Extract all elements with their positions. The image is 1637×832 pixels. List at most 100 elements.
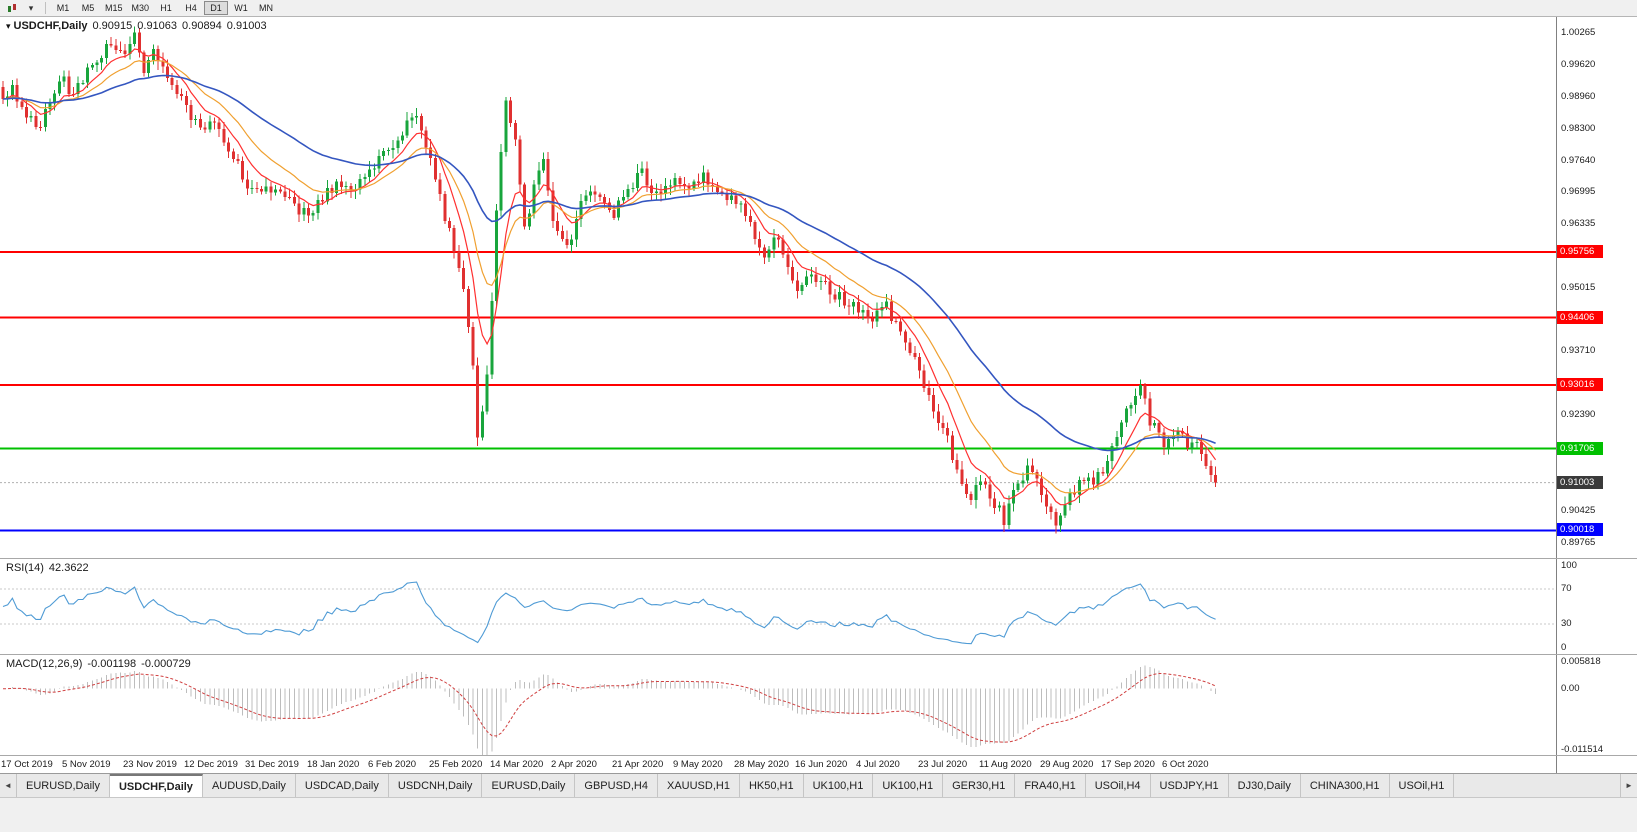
- price-badge-resistance-2: 0.94406: [1557, 311, 1603, 324]
- price-axis-label: 0.98300: [1561, 123, 1596, 134]
- ohlc-open: 0.90915: [92, 20, 133, 32]
- chart-tab-china300-h1[interactable]: CHINA300,H1: [1300, 774, 1390, 797]
- ma-line-17: [2, 59, 1216, 494]
- rsi-axis[interactable]: 100 70 30 0: [1556, 559, 1637, 654]
- chart-tab-usdjpy-h1[interactable]: USDJPY,H1: [1150, 774, 1229, 797]
- timeframe-w1[interactable]: W1: [229, 1, 253, 15]
- chart-tab-uk100-h1[interactable]: UK100,H1: [873, 774, 944, 797]
- chart-tab-ger30-h1[interactable]: GER30,H1: [943, 774, 1016, 797]
- rsi-line: [2, 581, 1216, 645]
- ohlc-header: ▾ USDCHF,Daily 0.90915 0.91063 0.90894 0.9100…: [6, 20, 267, 32]
- date-label: 6 Feb 2020: [368, 759, 417, 770]
- chart-tab-usoil-h1[interactable]: USOil,H1: [1389, 774, 1455, 797]
- date-axis[interactable]: 17 Oct 2019 5 Nov 2019 23 Nov 2019 12 Dec 2…: [0, 756, 1556, 773]
- chart-dropdown-button[interactable]: ▾: [22, 1, 40, 15]
- date-label: 29 Aug 2020: [1040, 759, 1094, 770]
- price-axis-label: 0.89765: [1561, 537, 1596, 548]
- chart-tab-usdcnh-daily[interactable]: USDCNH,Daily: [388, 774, 483, 797]
- macd-pane: MACD(12,26,9) -0.001198 -0.000729: [0, 655, 1556, 755]
- rsi-title: RSI(14): [6, 562, 44, 574]
- timeframe-m5[interactable]: M5: [76, 1, 100, 15]
- chart-tab-gbpusd-h4[interactable]: GBPUSD,H4: [575, 774, 658, 797]
- status-bar: [0, 797, 1637, 832]
- rsi-chart[interactable]: [0, 559, 1556, 654]
- chart-tabbar: ◄ EURUSD,Daily USDCHF,Daily AUDUSD,Daily US…: [0, 773, 1637, 797]
- main-chart-pane: ▾ USDCHF,Daily 0.90915 0.91063 0.90894 0.9100…: [0, 17, 1556, 558]
- chart-menu-icon[interactable]: ▾: [6, 21, 11, 31]
- timeframe-d1[interactable]: D1: [204, 1, 229, 15]
- timeframe-mn[interactable]: MN: [254, 1, 278, 15]
- chart-tab-eurusd-daily[interactable]: EURUSD,Daily: [17, 774, 110, 797]
- macd-axis[interactable]: 0.005818 0.00 -0.011514: [1556, 655, 1637, 755]
- date-label: 11 Aug 2020: [979, 759, 1032, 770]
- price-axis-label: 1.00265: [1561, 27, 1596, 38]
- rsi-axis-label: 30: [1561, 618, 1572, 629]
- main-chart[interactable]: [0, 17, 1556, 558]
- price-badge-resistance-3: 0.93016: [1557, 378, 1603, 391]
- timeframe-h1[interactable]: H1: [154, 1, 178, 15]
- date-label: 17 Sep 2020: [1101, 759, 1155, 770]
- date-label: 31 Dec 2019: [245, 759, 299, 770]
- chart-tab-usoil-h4[interactable]: USOil,H4: [1085, 774, 1151, 797]
- chart-tabs: EURUSD,Daily USDCHF,Daily AUDUSD,Daily USDC…: [17, 774, 1455, 797]
- chart-tab-usdcad-daily[interactable]: USDCAD,Daily: [295, 774, 389, 797]
- date-label: 25 Feb 2020: [429, 759, 483, 770]
- price-axis-label: 0.98960: [1561, 91, 1596, 102]
- price-axis-label: 0.93710: [1561, 345, 1596, 356]
- chart-tab-dj30-daily[interactable]: DJ30,Daily: [1228, 774, 1301, 797]
- chart-tab-audusd-daily[interactable]: AUDUSD,Daily: [202, 774, 296, 797]
- chart-tab-usdchf-daily[interactable]: USDCHF,Daily: [109, 774, 203, 797]
- date-label: 5 Nov 2019: [62, 759, 111, 770]
- symbol-label: USDCHF,Daily: [13, 20, 88, 32]
- timeframe-h4[interactable]: H4: [179, 1, 203, 15]
- chart-tab-eurusd-daily[interactable]: EURUSD,Daily: [482, 774, 576, 797]
- price-axis-label: 0.99620: [1561, 59, 1596, 70]
- rsi-value: 42.3622: [48, 562, 89, 574]
- date-label: 18 Jan 2020: [307, 759, 360, 770]
- price-axis[interactable]: 1.00265 0.99620 0.98960 0.98300 0.97640 0.969…: [1556, 17, 1637, 558]
- chevron-down-icon: ▾: [28, 2, 34, 13]
- date-label: 2 Apr 2020: [551, 759, 597, 770]
- current-price-badge: 0.91003: [1557, 476, 1603, 489]
- date-label: 21 Apr 2020: [612, 759, 664, 770]
- tabs-scroll-right-icon[interactable]: ►: [1620, 774, 1637, 797]
- date-label: 12 Dec 2019: [184, 759, 238, 770]
- chart-tab-hk50-h1[interactable]: HK50,H1: [739, 774, 804, 797]
- rsi-axis-label: 100: [1561, 560, 1577, 571]
- tabs-scroll-left-icon[interactable]: ◄: [0, 774, 17, 797]
- rsi-axis-label: 0: [1561, 642, 1567, 653]
- date-label: 23 Jul 2020: [918, 759, 968, 770]
- price-axis-label: 0.90425: [1561, 505, 1596, 516]
- timeframe-m30[interactable]: M30: [128, 1, 154, 15]
- macd-chart[interactable]: [0, 655, 1556, 755]
- macd-main-value: -0.001198: [87, 658, 137, 670]
- timeframe-m15[interactable]: M15: [101, 1, 127, 15]
- price-axis-label: 0.92390: [1561, 409, 1596, 420]
- date-label: 14 Mar 2020: [490, 759, 544, 770]
- candles: [1, 26, 1218, 534]
- date-label: 4 Jul 2020: [856, 759, 900, 770]
- timeframe-m1[interactable]: M1: [51, 1, 75, 15]
- chart-tab-uk100-h1[interactable]: UK100,H1: [803, 774, 874, 797]
- timeframe-buttons: M1 M5 M15 M30 H1 H4 D1 W1 MN: [51, 1, 278, 15]
- macd-title: MACD(12,26,9): [6, 658, 83, 670]
- chart-tab-fra40-h1[interactable]: FRA40,H1: [1015, 774, 1086, 797]
- rsi-header: RSI(14) 42.3622: [6, 562, 89, 574]
- price-badge-resistance-1: 0.95756: [1557, 245, 1603, 258]
- macd-signal-value: -0.000729: [141, 658, 191, 670]
- macd-axis-label: 0.005818: [1561, 656, 1601, 667]
- chart-type-button[interactable]: [3, 1, 21, 15]
- rsi-axis-label: 70: [1561, 583, 1572, 594]
- date-label: 17 Oct 2019: [1, 759, 53, 770]
- price-axis-label: 0.96995: [1561, 186, 1596, 197]
- rsi-pane: RSI(14) 42.3622: [0, 559, 1556, 654]
- chart-tab-xauusd-h1[interactable]: XAUUSD,H1: [657, 774, 740, 797]
- toolbar: ▾ M1 M5 M15 M30 H1 H4 D1 W1 MN: [0, 0, 1637, 17]
- macd-axis-label: -0.011514: [1561, 744, 1604, 755]
- macd-signal-line: [3, 672, 1216, 743]
- price-axis-label: 0.97640: [1561, 155, 1596, 166]
- axis-corner: [1556, 756, 1637, 773]
- ma-line-8: [2, 48, 1217, 506]
- date-label: 6 Oct 2020: [1162, 759, 1209, 770]
